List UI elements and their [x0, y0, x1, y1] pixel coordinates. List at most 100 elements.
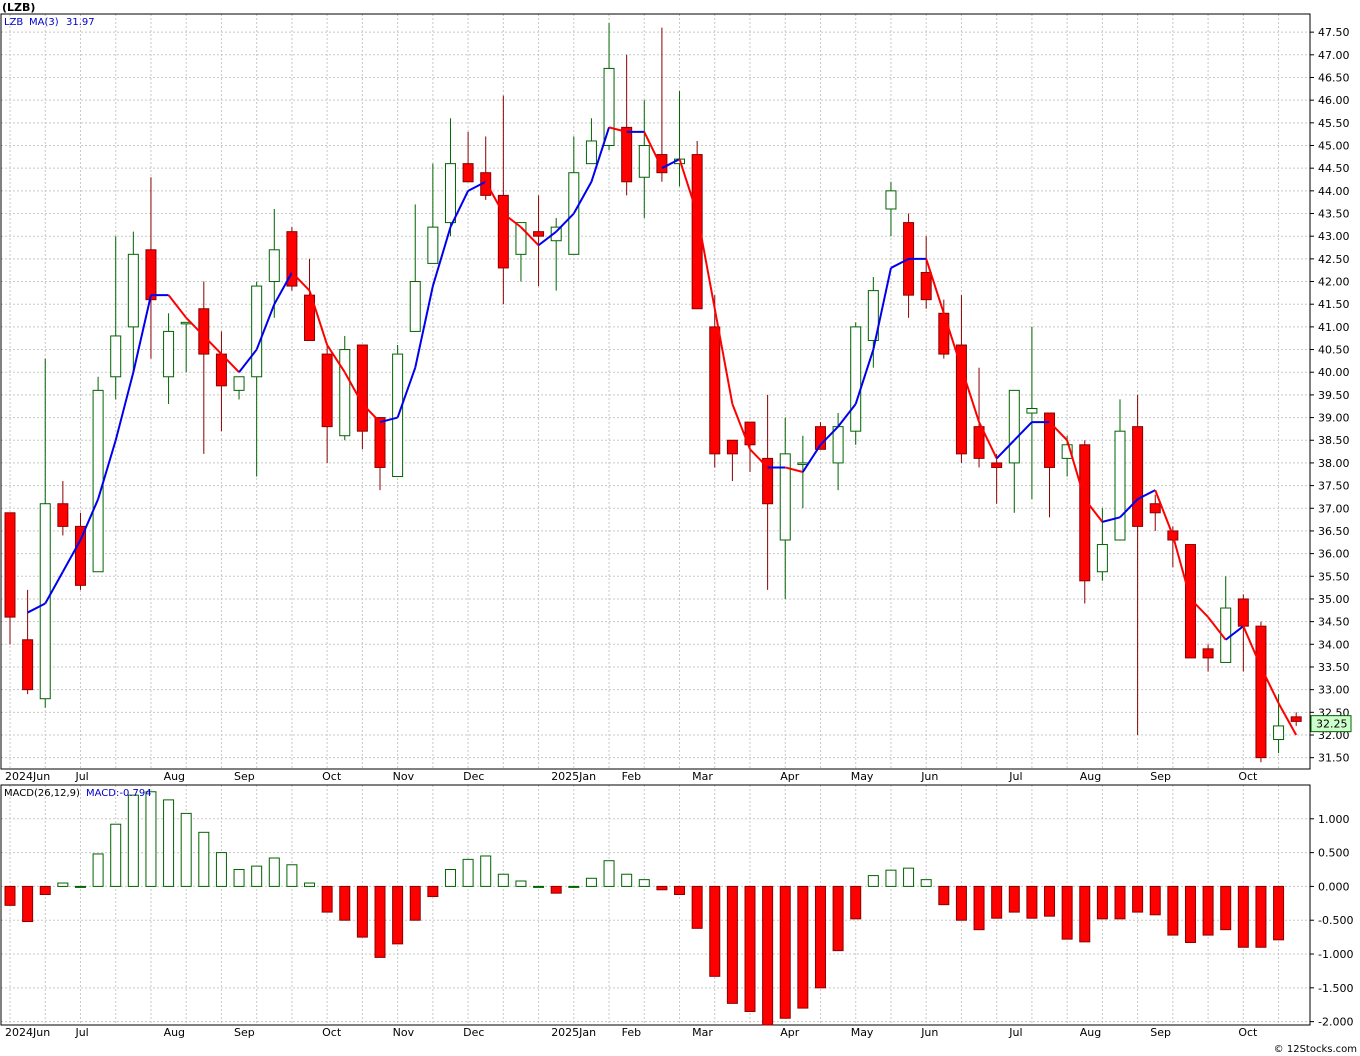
ma-segment [326, 344, 346, 373]
macd-bar [74, 885, 86, 888]
macd-bar [991, 885, 1003, 919]
ma-segment [273, 271, 293, 305]
macd-bar [867, 875, 879, 887]
macd-bar [392, 885, 404, 945]
candle-body [515, 222, 527, 255]
y-tick-label: -0.500 [1318, 914, 1353, 927]
macd-bar [127, 794, 139, 887]
candle-body [251, 285, 263, 378]
macd-bar [321, 885, 333, 913]
candle-body [427, 226, 439, 264]
ma-segment [431, 226, 452, 287]
y-tick-label: 0.000 [1318, 880, 1350, 893]
y-tick-label: 39.50 [1318, 389, 1350, 402]
x-axis-label: Jul [1008, 1026, 1022, 1039]
candle-body [621, 126, 633, 183]
macd-bar [1273, 885, 1285, 941]
x-axis-label: Dec [463, 1026, 484, 1039]
macd-bar [1008, 885, 1020, 913]
ma-segment [1013, 421, 1033, 441]
ma-segment [749, 448, 769, 469]
candle-body [744, 421, 756, 446]
y-tick-label: 36.00 [1318, 548, 1350, 561]
ma-segment [537, 230, 557, 247]
legend-symbol: LZB [4, 17, 23, 28]
macd-bar [251, 865, 263, 887]
candle-body [973, 426, 985, 459]
candle-body [233, 376, 245, 391]
x-axis-label: Aug [1080, 1026, 1101, 1039]
candle-body [603, 67, 615, 147]
x-axis-label: Dec [463, 770, 484, 783]
macd-bar [145, 791, 157, 887]
x-axis-label: Jun [920, 1026, 938, 1039]
y-tick-label: 41.50 [1318, 298, 1350, 311]
candle-body [462, 163, 474, 183]
ma-segment [396, 367, 417, 418]
macd-bar [356, 885, 368, 938]
candle-body [57, 503, 69, 527]
candle-body [339, 349, 351, 437]
ma-segment [1242, 625, 1262, 668]
y-tick-label: 46.00 [1318, 94, 1350, 107]
ma-segment [661, 158, 680, 170]
macd-bar [233, 869, 245, 887]
macd-bar [110, 823, 122, 887]
macd-bar [215, 852, 227, 887]
x-axis-label: Feb [622, 1026, 641, 1039]
ma-segment [238, 348, 258, 373]
candle-body [656, 154, 668, 174]
ma-segment [1154, 489, 1174, 536]
candle-body [1132, 426, 1144, 527]
candle-body [814, 426, 826, 450]
ma-segment [291, 271, 311, 292]
x-axis-label: Jul [74, 1026, 88, 1039]
macd-bar [832, 885, 844, 952]
macd-bar [709, 885, 721, 977]
candle-body [1114, 430, 1126, 541]
ma-segment [713, 308, 734, 405]
ma-segment [1119, 498, 1139, 519]
candle-body [321, 353, 333, 428]
ma-segment [1048, 421, 1068, 441]
y-tick-label: 40.50 [1318, 344, 1350, 357]
ma-segment [1137, 489, 1156, 501]
x-axis-label: Oct [1238, 1026, 1258, 1039]
ma-segment [1102, 516, 1121, 523]
macd-bar [22, 885, 34, 923]
ma-segment [731, 403, 751, 450]
y-tick-label: 42.50 [1318, 253, 1350, 266]
x-axis-label: 2025Jan [551, 1026, 596, 1039]
macd-bar [1114, 885, 1126, 920]
ma-segment [1207, 616, 1227, 641]
macd-bar [744, 885, 756, 1012]
candle-body [1061, 444, 1073, 459]
watermark: © 12Stocks.com [1274, 1044, 1357, 1055]
macd-bar [480, 855, 492, 887]
macd-bar [1220, 885, 1232, 931]
x-axis-label: Feb [622, 770, 641, 783]
candle-body [304, 294, 316, 341]
macd-bar [568, 885, 580, 888]
candle-body [39, 503, 51, 700]
macd-bar [762, 885, 774, 1026]
x-axis-label: Aug [1080, 770, 1101, 783]
y-tick-label: 37.50 [1318, 480, 1350, 493]
macd-bar [955, 885, 967, 921]
x-axis-label: Sep [234, 770, 255, 783]
y-tick-label: 42.00 [1318, 276, 1350, 289]
candle-body [938, 312, 950, 355]
candle-body [356, 344, 368, 432]
candle-body [991, 462, 1003, 468]
y-tick-label: 40.00 [1318, 366, 1350, 379]
x-axis-label: Jun [920, 770, 938, 783]
x-axis-label: Nov [393, 770, 415, 783]
ma-segment [802, 444, 822, 473]
candle-body [585, 140, 597, 165]
macd-bar [1132, 885, 1144, 913]
x-axis-label: Apr [780, 1026, 800, 1039]
macd-bar [1255, 885, 1267, 948]
macd-bar [1237, 885, 1249, 948]
candle-body [74, 525, 86, 586]
